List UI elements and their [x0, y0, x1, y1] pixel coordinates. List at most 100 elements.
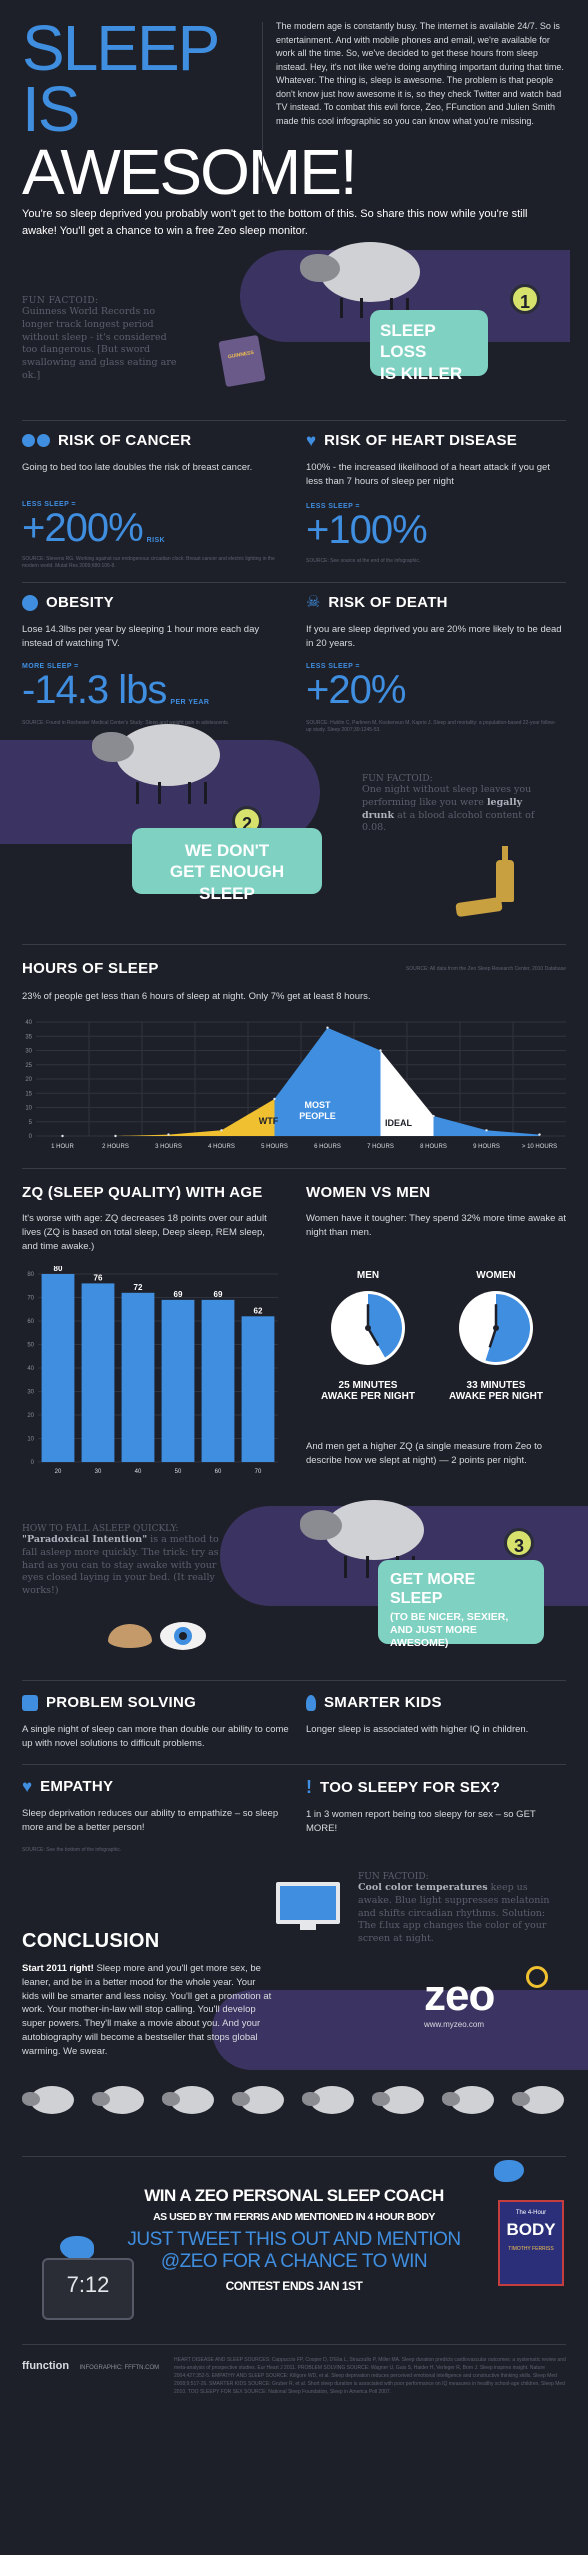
obesity-stat-suffix: PER YEAR — [170, 698, 210, 706]
women-clock-icon — [459, 1291, 533, 1365]
women-column: WOMEN 33 MINUTES AWAKE PER NIGHT — [446, 1270, 546, 1402]
book-sub: TIMOTHY FERRISS — [508, 2246, 554, 2252]
cancer-section: RISK OF CANCER Going to bed too late dou… — [22, 432, 292, 570]
page-title: SLEEP IS AWESOME! — [22, 12, 358, 208]
hours-ytick-label: 15 — [25, 1091, 32, 1097]
win-line-3: JUST TWEET THIS OUT AND MENTION — [127, 2229, 461, 2250]
hours-point — [326, 1026, 329, 1029]
sheep-2 — [92, 712, 222, 804]
cancer-text: Going to bed too late doubles the risk o… — [22, 462, 253, 473]
zq-bar-value-label: 80 — [54, 1266, 63, 1273]
zq-bar — [241, 1316, 275, 1462]
zq-bar-value-label: 62 — [254, 1306, 263, 1315]
win-line-1: WIN A ZEO PERSONAL SLEEP COACH — [144, 2186, 444, 2205]
zq-xtick-label: 70 — [255, 1469, 262, 1475]
banner-number-1: 1 — [510, 284, 540, 314]
men-clock-hour-hand — [366, 1327, 380, 1347]
zq-bar — [81, 1283, 115, 1462]
exclamation-icon: ! — [306, 1777, 312, 1797]
banner-1-line-2: IS KILLER — [380, 363, 463, 383]
death-stat-label: LESS SLEEP = — [306, 662, 360, 670]
zq-xtick-label: 40 — [135, 1469, 142, 1475]
zq-ytick-label: 30 — [27, 1390, 34, 1396]
hours-xtick-label: 8 HOURS — [420, 1144, 447, 1150]
cancer-source: SOURCE: Stevens RG. Working against our … — [22, 555, 275, 569]
women-clock-hub — [493, 1325, 499, 1331]
hours-xtick-label: 6 HOURS — [314, 1144, 341, 1150]
conclusion-text: Start 2011 right! Sleep more and you'll … — [22, 1962, 272, 2058]
hours-point — [432, 1114, 435, 1118]
divider-5 — [22, 1680, 566, 1681]
zeo-device-time: 7:12 — [66, 2272, 110, 2297]
zeo-logo[interactable]: zeo www.myzeo.com — [424, 1971, 554, 2030]
men-clock-hub — [365, 1325, 371, 1331]
zq-title: ZQ (SLEEP QUALITY) WITH AGE — [22, 1184, 263, 1201]
zq-bar — [161, 1299, 195, 1462]
hours-ytick-label: 0 — [29, 1134, 33, 1140]
banner-3-line-3: AND JUST MORE AWESOME) — [390, 1623, 477, 1649]
factoid-3: FUN FACTOID: Cool color temperatures kee… — [358, 1872, 558, 1946]
hours-ytick-label: 35 — [25, 1034, 32, 1040]
zq-ytick-label: 50 — [27, 1343, 34, 1349]
zq-xtick-label: 50 — [175, 1469, 182, 1475]
empathy-section: ♥ EMPATHY Sleep deprivation reduces our … — [22, 1778, 292, 1854]
zeo-device: 7:12 — [42, 2258, 134, 2320]
fall-asleep-tip: HOW TO FALL ASLEEP QUICKLY: "Paradoxical… — [22, 1524, 232, 1598]
obesity-title: OBESITY — [46, 594, 114, 611]
sex-text: 1 in 3 women report being too sleepy for… — [306, 1809, 536, 1834]
factoid-3-text: keep us awake. Blue light suppresses mel… — [358, 1882, 550, 1945]
divider-6 — [22, 1764, 566, 1765]
zeo-url[interactable]: www.myzeo.com — [424, 2020, 485, 2029]
cancer-stat-label: LESS SLEEP = — [22, 500, 76, 508]
death-text: If you are sleep deprived you are 20% mo… — [306, 624, 562, 649]
open-eye-icon — [160, 1622, 206, 1650]
win-line-5: CONTEST ENDS JAN 1ST — [225, 2279, 363, 2293]
zq-ytick-label: 0 — [31, 1460, 35, 1466]
hours-zone-most-label-1: MOST — [305, 1100, 332, 1110]
factoid-2-text-a: One night without sleep leaves you perfo… — [362, 784, 532, 808]
conclusion-band — [212, 1990, 588, 2070]
divider-3 — [22, 944, 566, 945]
zeo-logo-text: zeo — [424, 1971, 495, 2020]
ffunction-logo[interactable]: ffunction INFOGRAPHIC: FFFTN.COM — [22, 2356, 159, 2374]
empathy-title: EMPATHY — [40, 1778, 114, 1795]
ffunction-credit[interactable]: INFOGRAPHIC: FFFTN.COM — [79, 2365, 160, 2371]
book-top: The 4-Hour — [515, 2210, 547, 2216]
death-stat: +20% — [306, 667, 406, 712]
zq-xtick-label: 30 — [95, 1469, 102, 1475]
kids-text: Longer sleep is associated with higher I… — [306, 1724, 529, 1735]
women-clock-hour-hand — [488, 1327, 498, 1348]
hours-point — [167, 1133, 170, 1136]
women-men-title: WOMEN VS MEN — [306, 1184, 431, 1201]
guinness-book-label: GUINNESS — [227, 349, 255, 361]
hours-point — [220, 1129, 223, 1132]
divider-8 — [22, 2344, 566, 2345]
women-minutes-1: 33 MINUTES — [466, 1380, 526, 1391]
death-title: RISK OF DEATH — [328, 594, 448, 611]
kids-title: SMARTER KIDS — [324, 1694, 442, 1711]
blue-bird-right-icon — [494, 2160, 524, 2182]
hours-zone-wtf-label: WTF — [259, 1116, 279, 1126]
zq-bar — [201, 1299, 235, 1462]
factoid-1-text: Guinness World Records no longer track l… — [22, 306, 177, 382]
hours-zone-ideal-label: IDEAL — [385, 1118, 413, 1128]
hours-xtick-label: 5 HOURS — [261, 1144, 288, 1150]
zq-ytick-label: 70 — [27, 1296, 34, 1302]
sheep-3 — [300, 1488, 430, 1578]
footer-sources: HEART DISEASE AND SLEEP SOURCES: Cappucc… — [174, 2357, 566, 2395]
title-line-1: SLEEP IS — [22, 12, 219, 145]
hours-xtick-label: > 10 HOURS — [522, 1144, 557, 1150]
hours-point — [61, 1134, 64, 1138]
cancer-title: RISK OF CANCER — [58, 432, 192, 449]
title-line-2: AWESOME! — [22, 135, 358, 208]
problem-solving-section: PROBLEM SOLVING A single night of sleep … — [22, 1694, 292, 1751]
hours-text: 23% of people get less than 6 hours of s… — [22, 991, 371, 1002]
zq-text: It's worse with age: ZQ decreases 18 poi… — [22, 1213, 267, 1252]
hours-of-sleep-chart: 0 5 10 15 20 25 30 35 40 1 HOUR 2 HOURS 3 HOURS 4 HO… — [25, 1020, 566, 1150]
guinness-book-icon: GUINNESS — [218, 334, 266, 388]
hours-point — [379, 1049, 382, 1052]
hours-xtick-label: 1 HOUR — [51, 1144, 74, 1150]
banner-3-line-2: (TO BE NICER, SEXIER, — [390, 1611, 509, 1624]
lightbulb-icon — [306, 1694, 316, 1711]
banner-number-3: 3 — [504, 1528, 534, 1558]
